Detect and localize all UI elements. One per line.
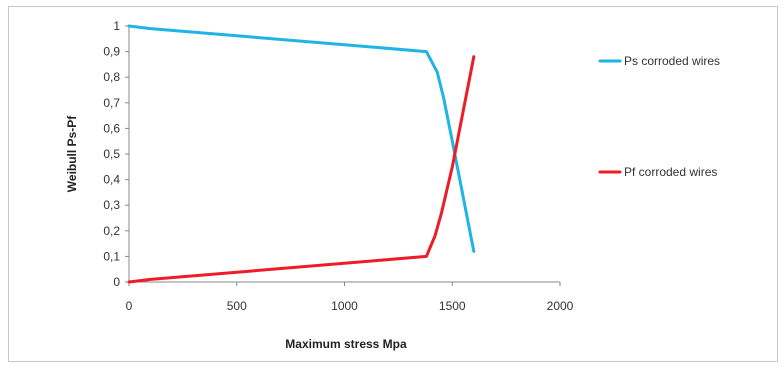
legend-label-ps: Ps corroded wires xyxy=(624,54,720,68)
y-tick-label: 0,6 xyxy=(103,121,120,135)
y-axis-title: Weibull Ps-Pf xyxy=(65,115,79,192)
series-line-pf xyxy=(127,55,476,284)
series-line-ps xyxy=(127,24,476,253)
x-tick-label: 1000 xyxy=(331,299,358,313)
y-tick-label: 0,9 xyxy=(103,45,120,59)
y-tick-label: 1 xyxy=(113,19,120,33)
plot-area xyxy=(127,24,476,284)
y-tick-label: 0,8 xyxy=(103,70,120,84)
y-tick-label: 0,7 xyxy=(103,96,120,110)
chart-frame xyxy=(8,6,778,362)
y-tick-label: 0,2 xyxy=(103,224,120,238)
axes: 0 0,1 0,2 0,3 0,4 0,5 0,6 0,7 0,8 0,9 1 0 500 1000 150… xyxy=(103,19,573,313)
x-tick-label: 1500 xyxy=(439,299,466,313)
x-tick-label: 0 xyxy=(126,299,133,313)
legend: Ps corroded wires Pf corroded wires xyxy=(598,54,720,179)
x-tick-label: 2000 xyxy=(547,299,574,313)
x-axis-title: Maximum stress Mpa xyxy=(285,337,407,351)
y-tick-label: 0,5 xyxy=(103,147,120,161)
y-tick-label: 0,1 xyxy=(103,249,120,263)
y-tick-label: 0 xyxy=(113,275,120,289)
x-tick-label: 500 xyxy=(227,299,247,313)
y-tick-label: 0,3 xyxy=(103,198,120,212)
y-tick-label: 0,4 xyxy=(103,173,120,187)
legend-label-pf: Pf corroded wires xyxy=(624,165,717,179)
